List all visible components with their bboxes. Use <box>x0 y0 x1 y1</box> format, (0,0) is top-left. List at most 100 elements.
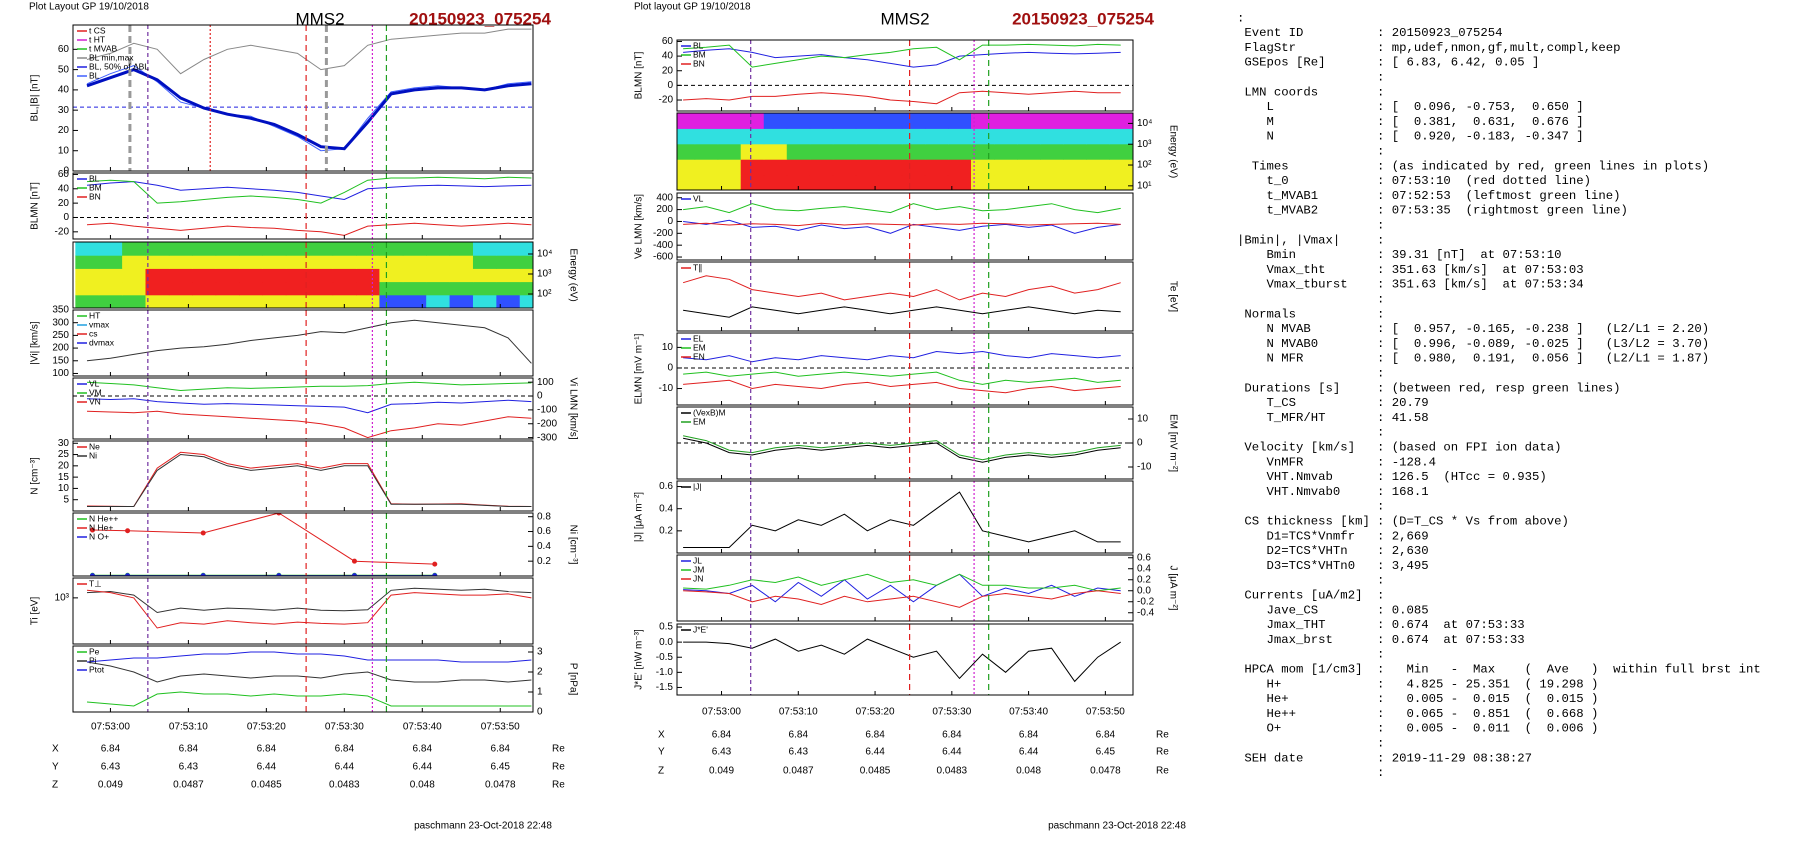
heatmap-cell <box>472 255 497 269</box>
heatmap-cell <box>763 128 788 145</box>
info-key: N MFR <box>1237 352 1304 366</box>
x-tick-label: 07:53:00 <box>91 722 130 733</box>
info-value: : <box>1377 500 1384 514</box>
y-tick-label: 40 <box>662 51 674 62</box>
legend-label: Ni <box>89 450 97 460</box>
y-tick-label: 10 <box>58 145 70 156</box>
ephemeris-value: 6.44 <box>335 762 355 773</box>
legend-label: T∥ <box>693 262 702 272</box>
ephemeris-value: 6.84 <box>789 730 809 741</box>
heatmap-cell <box>1017 113 1041 129</box>
y-tick-label: 2 <box>537 667 543 678</box>
chart-title: MMS2 <box>880 9 929 28</box>
heatmap-cell <box>192 281 217 296</box>
heatmap-cell <box>786 128 811 145</box>
heatmap-cell <box>426 268 451 283</box>
y-tick-label: 0 <box>667 80 673 91</box>
panel: 0.2 0.4 0.6 0.8 Ni [cm⁻³] N He++N He+N O+ <box>72 511 578 577</box>
heatmap-cell <box>472 242 497 256</box>
ephemeris-value: 0.0478 <box>1090 766 1121 777</box>
point <box>89 573 95 576</box>
heatmap-cell <box>1017 174 1041 190</box>
heatmap-cell <box>855 159 880 176</box>
ephemeris-value: 0.0485 <box>860 766 891 777</box>
info-value: : 0.005 - 0.015 ( 0.015 ) <box>1377 692 1598 706</box>
y-axis-label: EM [mV m⁻²] <box>1167 414 1178 472</box>
panel-frame <box>676 112 1134 191</box>
y-tick-label: 0.4 <box>537 541 551 552</box>
y-axis-label: Ve LMN [km/s] <box>634 194 645 259</box>
info-value: : <box>1377 307 1384 321</box>
info-value: : 351.63 [km/s] at 07:53:34 <box>1377 278 1584 292</box>
y-tick-label: -0.2 <box>1137 596 1155 607</box>
series-line <box>682 435 1121 461</box>
info-key: D2=TCS*VHTn <box>1237 544 1348 558</box>
legend-label: BM <box>89 182 102 192</box>
ephemeris-value: 6.43 <box>789 747 809 758</box>
y-tick-label: 0.0 <box>659 637 673 648</box>
heatmap-cell <box>901 174 926 190</box>
y-axis-label: |J| [μA m⁻²] <box>634 492 645 542</box>
y-tick-label: -10 <box>1137 462 1152 473</box>
ephemeris-unit: Re <box>552 744 565 755</box>
panel: -1.5 -1.0 -0.5 0.0 0.5 J*E' [nW m⁻³] J*E' <box>634 622 1134 696</box>
point <box>432 573 438 576</box>
ephemeris-value: 6.84 <box>942 730 962 741</box>
panel: 10² 10³ 10⁴ Energy (eV) <box>72 241 578 309</box>
heatmap-cell <box>496 242 521 256</box>
panel-frame <box>676 332 1134 406</box>
heatmap-cell <box>677 143 696 160</box>
panel-frame <box>72 512 534 577</box>
info-key: Normals <box>1237 307 1296 321</box>
heatmap-cell <box>215 294 240 308</box>
info-key: VnMFR <box>1237 455 1304 469</box>
heatmap-cell <box>122 255 147 269</box>
heatmap-cell <box>122 281 147 296</box>
legend-label: Ptot <box>89 664 105 674</box>
heatmap-cell <box>122 294 147 308</box>
ephemeris-label: X <box>658 730 665 741</box>
info-value: : [ 0.381, 0.631, 0.676 ] <box>1377 115 1584 129</box>
info-value: : 2,630 <box>1377 544 1429 558</box>
series-line <box>86 451 532 508</box>
heatmap-cell <box>496 255 521 269</box>
heatmap-cell <box>717 143 742 160</box>
y-tick-label: 60 <box>662 36 674 47</box>
heatmap-cell <box>786 159 811 176</box>
heatmap-cell <box>809 128 834 145</box>
panel-frame <box>72 577 534 645</box>
heatmap-cell <box>262 255 287 269</box>
info-value: : 20150923_075254 <box>1377 26 1502 40</box>
heatmap-cell <box>855 174 880 190</box>
x-tick-label: 07:53:20 <box>247 722 286 733</box>
legend-label: BL <box>89 70 100 80</box>
x-tick-label: 07:53:20 <box>856 707 895 718</box>
point <box>89 527 95 533</box>
info-key: |Bmin|, |Vmax| <box>1237 233 1340 247</box>
info-key: VHT.Nmvab0 <box>1237 485 1340 499</box>
heatmap-cell <box>402 242 427 256</box>
ephemeris-unit: Re <box>1156 766 1169 777</box>
heatmap-cell <box>832 174 857 190</box>
heatmap-cell <box>262 281 287 296</box>
heatmap-cell <box>786 174 811 190</box>
plot-area <box>683 193 1121 260</box>
heatmap-cell <box>855 128 880 145</box>
info-value: : 07:52:53 (leftmost green line) <box>1377 189 1621 203</box>
heatmap-cell <box>239 242 263 256</box>
info-value: : <box>1377 218 1384 232</box>
plot-area <box>73 378 533 439</box>
info-key: GSEpos [Re] <box>1237 56 1326 70</box>
ephemeris-value: 6.84 <box>712 730 732 741</box>
heatmap-cell <box>994 113 1018 129</box>
heatmap-cell <box>145 281 170 296</box>
info-value: : <box>1377 736 1384 750</box>
info-key: T_MFR/HT <box>1237 411 1326 425</box>
plot-area <box>682 262 1121 331</box>
info-key: He+ <box>1237 692 1289 706</box>
y-tick-label: 150 <box>52 355 69 366</box>
info-key: LMN coords <box>1237 85 1318 99</box>
info-value: : 0.005 - 0.011 ( 0.006 ) <box>1377 722 1598 736</box>
